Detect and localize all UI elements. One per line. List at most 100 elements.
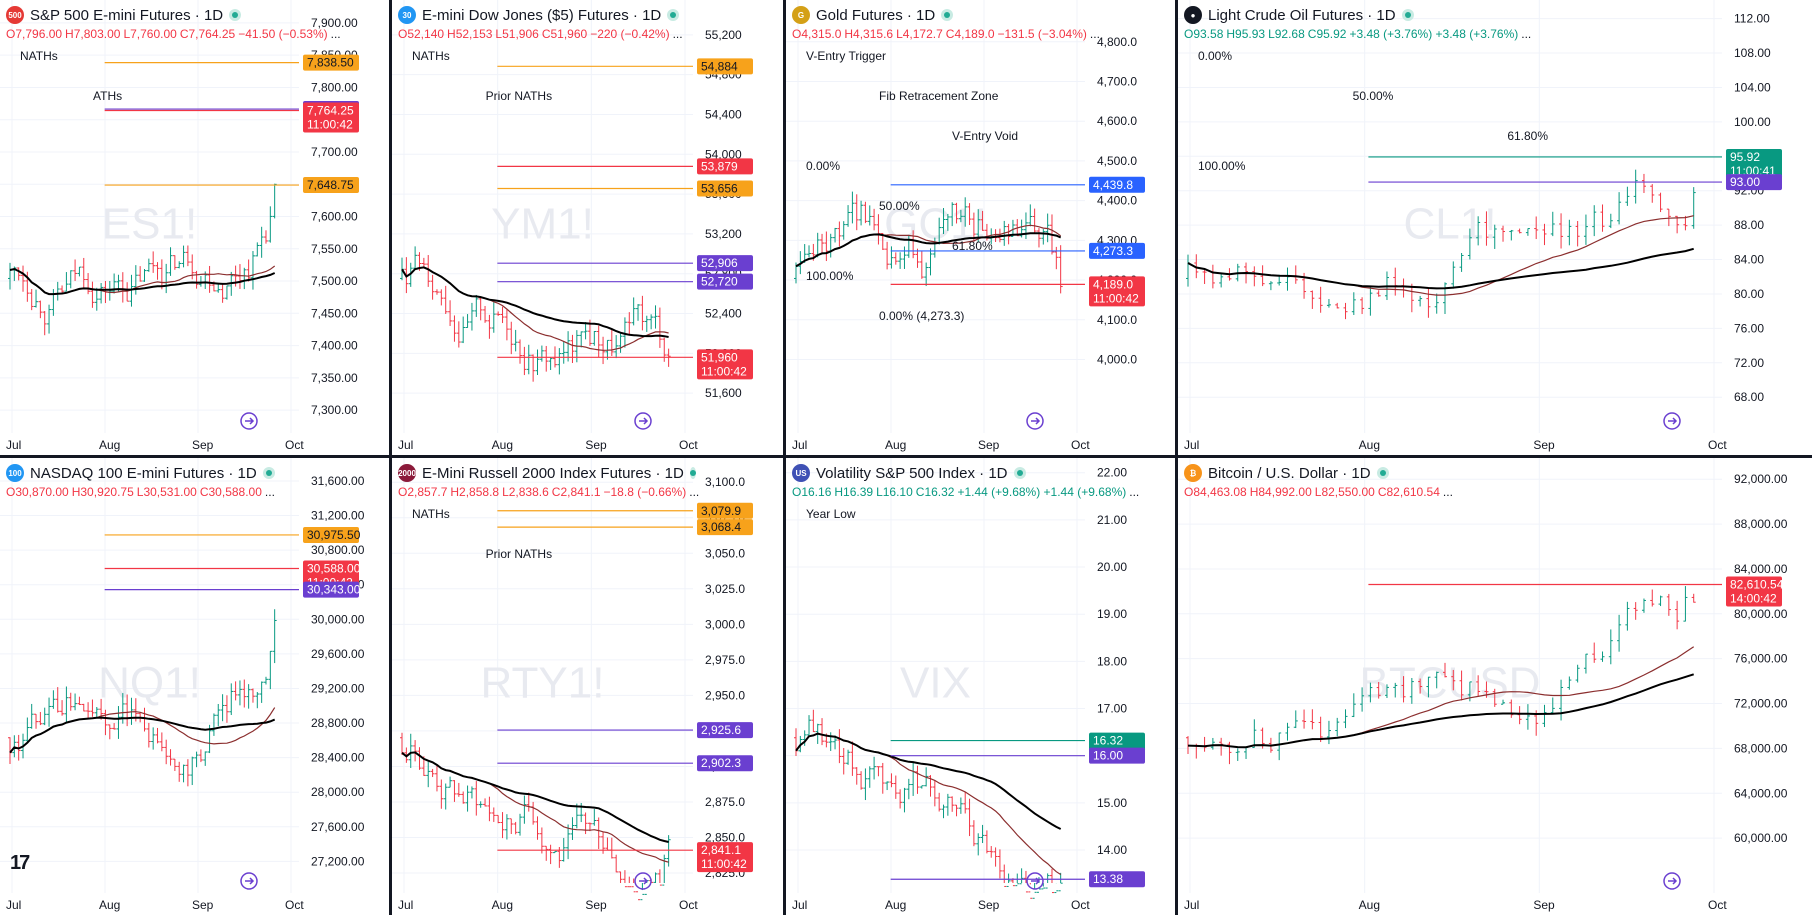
chart-annotation[interactable]: Fib Retracement Zone [879, 89, 999, 103]
symbol-title[interactable]: NASDAQ 100 E-mini Futures · 1D [30, 464, 257, 482]
replay-icon[interactable] [1026, 872, 1044, 890]
symbol-title[interactable]: S&P 500 E-mini Futures · 1D [30, 6, 224, 24]
price-axis[interactable]: 55,20054,80054,40054,00053,60053,20052,8… [693, 0, 783, 455]
chart-annotation[interactable]: Prior NATHs [486, 89, 552, 103]
chart-panel-rty[interactable]: RTY1!3,100.03,075.03,050.03,025.03,000.0… [392, 458, 783, 915]
market-status-icon[interactable] [667, 9, 680, 21]
more-indicator[interactable]: ... [1129, 485, 1140, 499]
more-indicator[interactable]: ... [330, 27, 341, 41]
chart-annotation[interactable]: NATHs [412, 507, 450, 521]
chart-annotation[interactable]: 100.00% [806, 269, 854, 283]
replay-icon[interactable] [1663, 412, 1681, 430]
time-axis[interactable]: Jul Aug Sep Oct [1184, 438, 1727, 452]
more-indicator[interactable]: ... [1442, 485, 1453, 499]
chart-annotation[interactable]: 100.00% [1198, 159, 1246, 173]
price-tick-label: 30,000.00 [311, 612, 365, 626]
time-tick-label: Jul [1184, 898, 1199, 912]
chart-header: 30 E-mini Dow Jones ($5) Futures · 1D O52,… [398, 4, 687, 41]
chart-panel-cl[interactable]: CL1!112.00108.00104.00100.0096.0092.0088… [1178, 0, 1812, 455]
market-status-icon[interactable] [1376, 467, 1389, 479]
chart-canvas-es[interactable]: ES1! 7,900.007,850.007,800.007,750.007,70… [0, 0, 389, 455]
symbol-title[interactable]: Gold Futures · 1D [816, 6, 936, 24]
price-axis[interactable]: 31,600.0031,200.0030,800.0030,400.0030,0… [299, 458, 389, 915]
chart-annotation[interactable]: 61.80% [1507, 129, 1548, 143]
price-axis[interactable]: 22.00 21.00 20.00 19.00 18.00 17.00 16.00 15.00… [1085, 458, 1175, 915]
chart-header: G Gold Futures · 1D O4,315.0 H4,315.6 L4,172… [792, 4, 1100, 41]
chart-annotation[interactable]: 61.80% [952, 239, 993, 253]
symbol-title-row[interactable]: 500 S&P 500 E-mini Futures · 1D [6, 4, 293, 26]
time-axis[interactable]: Jul Aug Sep Oct [398, 898, 698, 912]
chart-annotation[interactable]: Prior NATHs [486, 547, 552, 561]
price-axis[interactable]: 112.00108.00104.00100.0096.0092.0088.008… [1722, 0, 1812, 455]
replay-icon[interactable] [1026, 412, 1044, 430]
time-axis[interactable]: Jul Aug Sep Oct [1184, 898, 1727, 912]
market-status-icon[interactable] [1401, 9, 1414, 21]
chart-canvas-btc[interactable]: BTCUSD 92,000.00 88,000.00 84,000.00 80,000.… [1178, 458, 1812, 915]
chart-panel-nq[interactable]: NQ1!31,600.0031,200.0030,800.0030,400.00… [0, 458, 389, 915]
time-axis[interactable]: Jul Aug Sep Oct [398, 438, 698, 452]
price-axis[interactable]: 4,800.04,700.04,600.04,500.04,400.04,300… [1085, 0, 1175, 455]
symbol-title-row[interactable]: ₿ Bitcoin / U.S. Dollar · 1D [1184, 462, 1716, 484]
replay-icon[interactable] [634, 872, 652, 890]
price-tick-label: 7,700.00 [311, 145, 358, 159]
time-axis[interactable]: Jul Aug Sep Oct [6, 898, 304, 912]
chart-annotation[interactable]: 50.00% [879, 199, 920, 213]
chart-annotation[interactable]: V-Entry Void [952, 129, 1018, 143]
chart-panel-ym[interactable]: YM1!55,20054,80054,40054,00053,60053,200… [392, 0, 783, 455]
market-status-icon[interactable] [1013, 467, 1026, 479]
time-axis[interactable]: Jul Aug Sep Oct [792, 898, 1090, 912]
chart-canvas-nq[interactable]: NQ1!31,600.0031,200.0030,800.0030,400.00… [0, 458, 389, 915]
symbol-title-row[interactable]: 100 NASDAQ 100 E-mini Futures · 1D [6, 462, 293, 484]
chart-annotation[interactable]: 0.00% [806, 159, 840, 173]
symbol-title[interactable]: Volatility S&P 500 Index · 1D [816, 464, 1008, 482]
symbol-title-row[interactable]: G Gold Futures · 1D [792, 4, 1079, 26]
chart-annotation[interactable]: 0.00% [1198, 49, 1232, 63]
replay-icon[interactable] [634, 412, 652, 430]
market-status-icon[interactable] [262, 467, 275, 479]
replay-icon[interactable] [240, 412, 258, 430]
chart-canvas-ym[interactable]: YM1!55,20054,80054,40054,00053,60053,200… [392, 0, 783, 455]
symbol-logo-icon: ₿ [1184, 464, 1202, 482]
symbol-title-row[interactable]: ● Light Crude Oil Futures · 1D [1184, 4, 1716, 26]
chart-annotation[interactable]: Year Low [806, 507, 856, 521]
market-status-icon[interactable] [689, 467, 696, 479]
svg-text:11:00:42: 11:00:42 [307, 118, 353, 132]
price-axis[interactable]: 92,000.00 88,000.00 84,000.00 80,000.00 76,0… [1722, 458, 1812, 915]
time-axis[interactable]: Jul Aug Sep Oct [6, 438, 304, 452]
chart-canvas-vix[interactable]: VIX 22.00 21.00 20.00 19.00 18.00 17.00 16.00 15… [786, 458, 1175, 915]
price-axis[interactable]: 3,100.03,075.03,050.03,025.03,000.02,975… [693, 458, 783, 915]
symbol-title[interactable]: E-Mini Russell 2000 Index Futures · 1D [422, 464, 684, 482]
replay-icon[interactable] [1663, 872, 1681, 890]
chart-canvas-cl[interactable]: CL1!112.00108.00104.00100.0096.0092.0088… [1178, 0, 1812, 455]
chart-annotation[interactable]: NATHs [412, 49, 450, 63]
price-axis[interactable]: 7,900.007,850.007,800.007,750.007,700.00… [299, 0, 389, 455]
time-axis[interactable]: Jul Aug Sep Oct [792, 438, 1090, 452]
market-status-icon[interactable] [941, 9, 954, 21]
chart-panel-gc[interactable]: GC1! 4,800.0 4,700.0 4,600.0 4,500.0 4,400.0 4… [786, 0, 1175, 455]
symbol-title-row[interactable]: 2000 E-Mini Russell 2000 Index Futures · … [398, 462, 696, 484]
symbol-title[interactable]: Light Crude Oil Futures · 1D [1208, 6, 1396, 24]
chart-annotation[interactable]: V-Entry Trigger [806, 49, 886, 63]
market-status-icon[interactable] [229, 9, 242, 21]
symbol-title-row[interactable]: US Volatility S&P 500 Index · 1D [792, 462, 1079, 484]
chart-annotation[interactable]: ATHs [93, 89, 122, 103]
symbol-title-row[interactable]: 30 E-mini Dow Jones ($5) Futures · 1D [398, 4, 687, 26]
more-indicator[interactable]: ... [1521, 27, 1532, 41]
symbol-title[interactable]: Bitcoin / U.S. Dollar · 1D [1208, 464, 1371, 482]
more-indicator[interactable]: ... [689, 485, 700, 499]
replay-icon[interactable] [240, 872, 258, 890]
ohlc-readout: O7,796.00 H7,803.00 L7,760.00 C7,764.25 −41.… [6, 27, 341, 41]
more-indicator[interactable]: ... [672, 27, 683, 41]
chart-panel-vix[interactable]: VIX 22.00 21.00 20.00 19.00 18.00 17.00 16.00 15… [786, 458, 1175, 915]
more-indicator[interactable]: ... [1089, 27, 1100, 41]
chart-panel-es[interactable]: ES1! 7,900.007,850.007,800.007,750.007,70… [0, 0, 389, 455]
chart-panel-btc[interactable]: BTCUSD 92,000.00 88,000.00 84,000.00 80,000.… [1178, 458, 1812, 915]
chart-annotation[interactable]: NATHs [20, 49, 58, 63]
more-indicator[interactable]: ... [264, 485, 275, 499]
symbol-title[interactable]: E-mini Dow Jones ($5) Futures · 1D [422, 6, 662, 24]
chart-annotation[interactable]: 50.00% [1353, 89, 1394, 103]
chart-canvas-rty[interactable]: RTY1!3,100.03,075.03,050.03,025.03,000.0… [392, 458, 783, 915]
chart-canvas-gc[interactable]: GC1!4,800.04,700.04,600.04,500.04,400.04… [786, 0, 1175, 455]
chart-annotation[interactable]: 0.00% (4,273.3) [879, 309, 964, 323]
panel-divider[interactable] [0, 455, 1812, 458]
